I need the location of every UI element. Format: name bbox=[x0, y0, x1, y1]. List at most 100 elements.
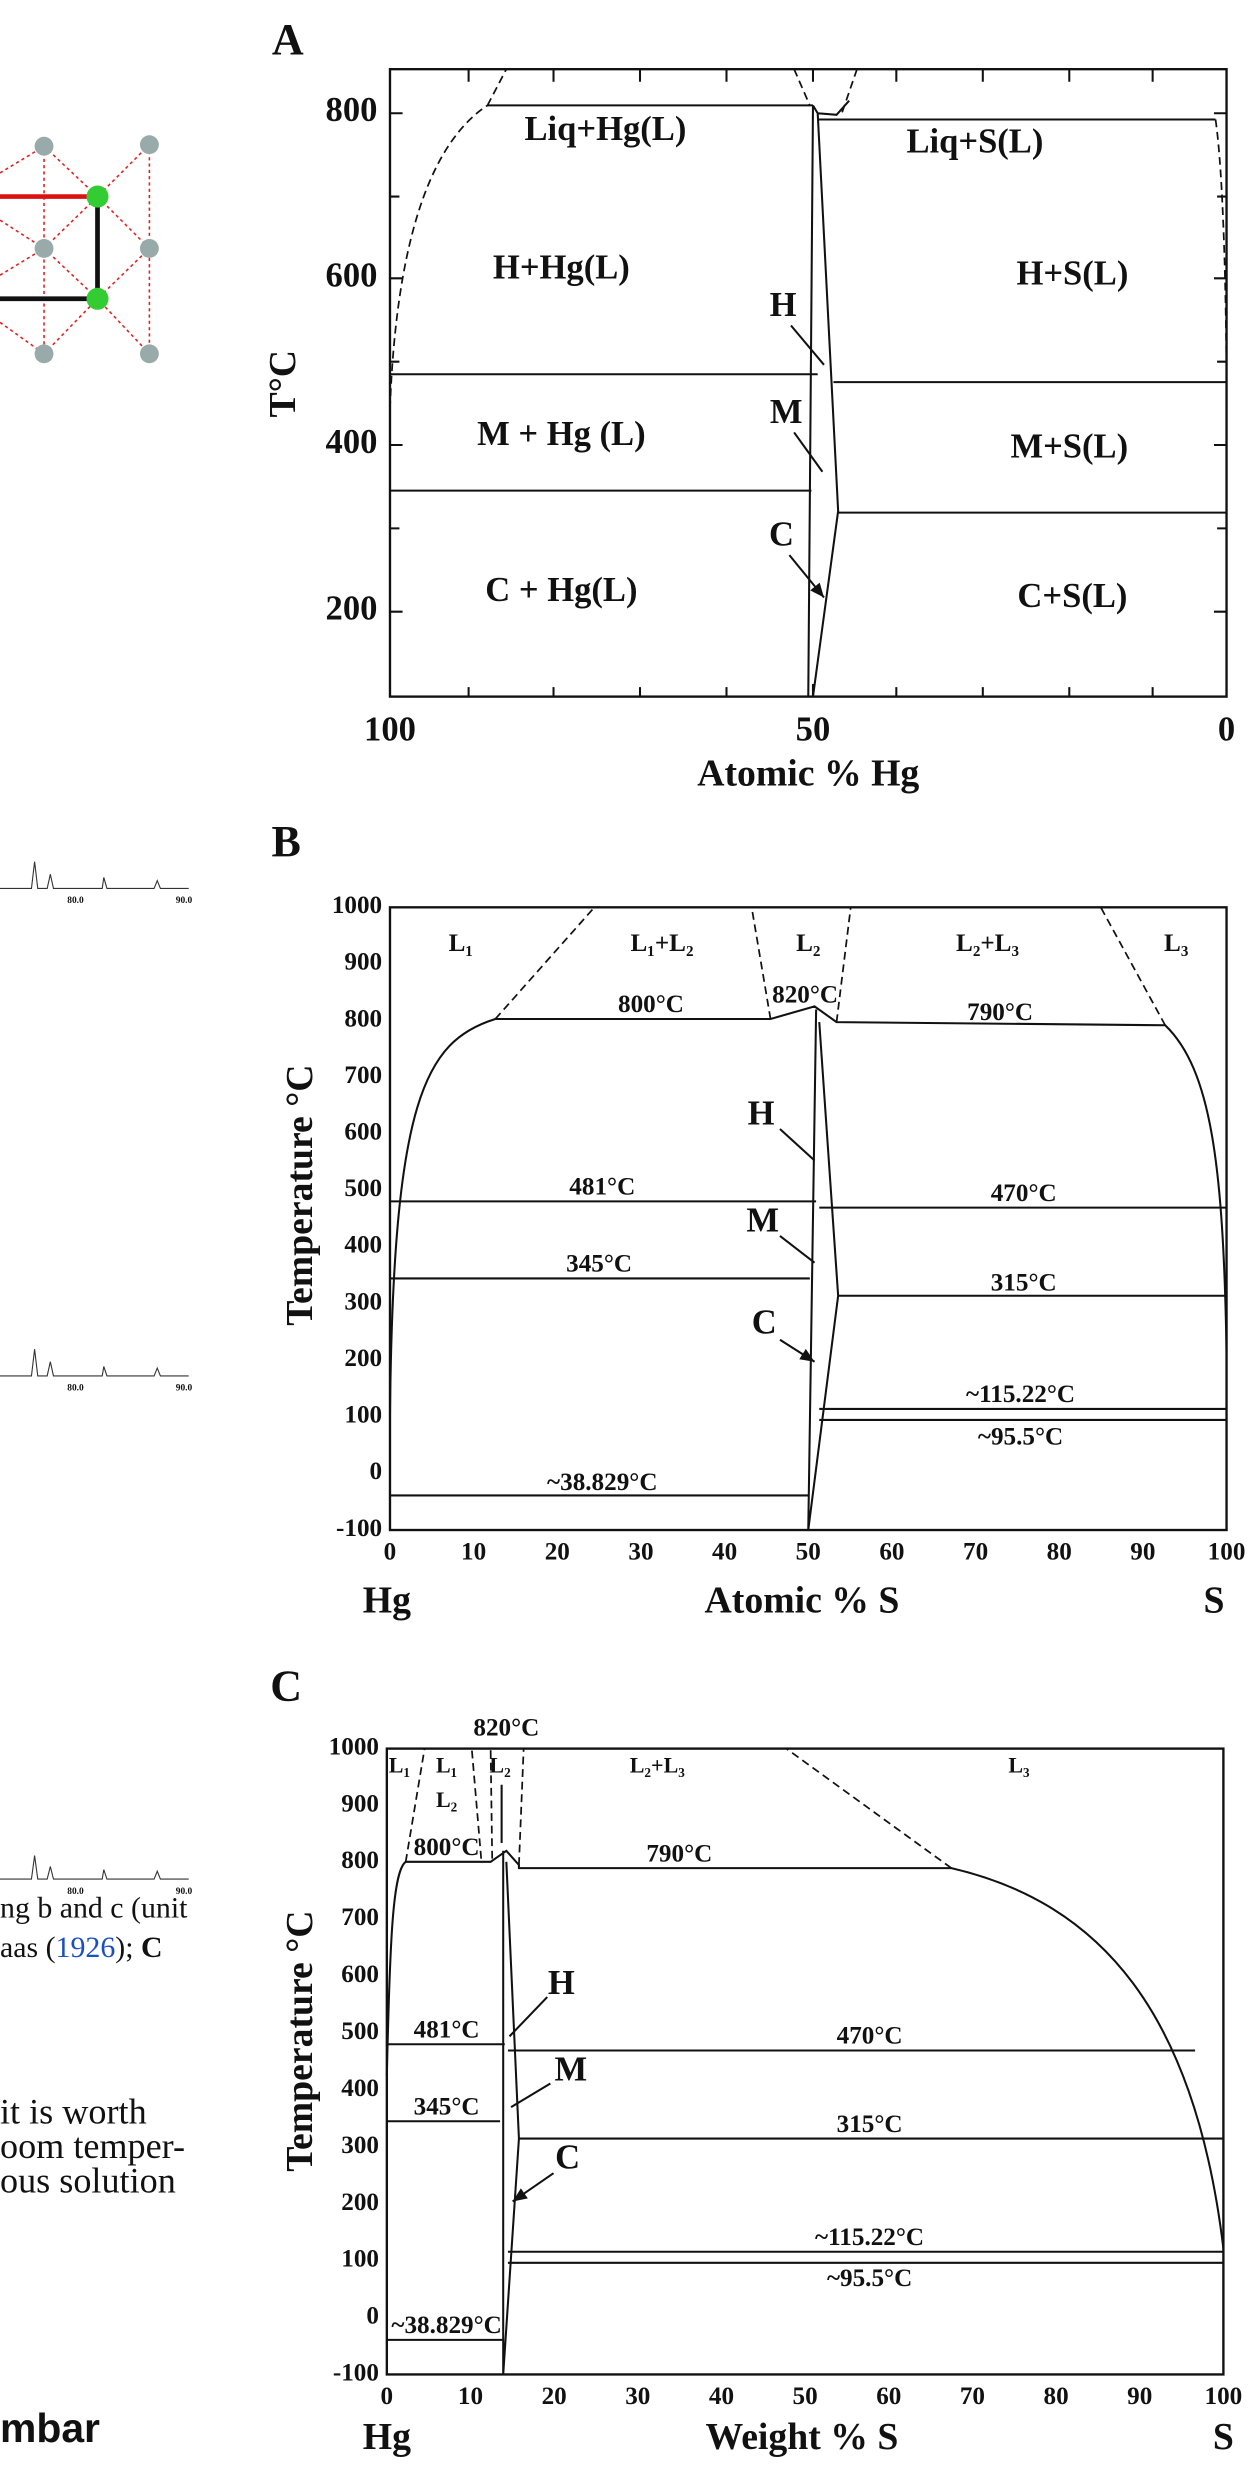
region-label: L₁+L₂ bbox=[631, 930, 694, 957]
y-tick-label: 600 bbox=[341, 1961, 379, 1988]
region-label: M+S(L) bbox=[1010, 428, 1128, 466]
x-tick-label: 70 bbox=[963, 1538, 988, 1565]
temperature-label: 820°C bbox=[772, 982, 838, 1009]
y-tick-label: 700 bbox=[341, 1904, 379, 1931]
x-tick-label: 10 bbox=[461, 1538, 486, 1565]
x-tick-label: 40 bbox=[709, 2383, 734, 2410]
spectra-fragments bbox=[0, 861, 189, 1880]
x-axis-label: Atomic % S bbox=[705, 1580, 900, 1622]
y-tick-label: 100 bbox=[344, 1402, 382, 1429]
temperature-label: 345°C bbox=[414, 2093, 480, 2120]
region-label: L₂ bbox=[489, 1753, 511, 1778]
y-tick-label: 900 bbox=[341, 1790, 379, 1817]
y-tick-label: 900 bbox=[344, 949, 382, 976]
x-tick-label: 30 bbox=[628, 1538, 653, 1565]
temperature-label: ~38.829°C bbox=[391, 2312, 501, 2339]
y-tick-label: -100 bbox=[333, 2360, 379, 2387]
phase-label: C bbox=[555, 2139, 580, 2177]
phase-label: C bbox=[752, 1304, 777, 1342]
y-axis-label: T°C bbox=[262, 350, 304, 417]
x-tick-label: 60 bbox=[876, 2383, 901, 2410]
phase-label: M bbox=[746, 1201, 779, 1239]
region-label: H+S(L) bbox=[1016, 255, 1128, 293]
y-tick-label: 800 bbox=[326, 91, 378, 129]
temperature-label: ~115.22°C bbox=[815, 2224, 924, 2251]
spectrum-tick-label: 80.0 bbox=[67, 1887, 84, 1897]
caption-text: ng b and c (unit bbox=[0, 1891, 188, 1924]
y-tick-label: 100 bbox=[341, 2246, 379, 2273]
x-tick-label: 20 bbox=[542, 2383, 567, 2410]
phase-label: H bbox=[548, 1964, 575, 2002]
temperature-label: 345°C bbox=[566, 1251, 632, 1278]
y-tick-label: 800 bbox=[344, 1005, 382, 1032]
section-heading: mbar bbox=[0, 2405, 100, 2451]
panel-label: A bbox=[272, 15, 304, 64]
x-axis-end-label: Hg bbox=[363, 1580, 411, 1622]
x-tick-label: 80 bbox=[1044, 2383, 1069, 2410]
y-tick-label: 400 bbox=[341, 2075, 379, 2102]
temperature-label: 481°C bbox=[414, 2016, 480, 2043]
spectrum-tick-label: 90.0 bbox=[176, 1887, 193, 1897]
region-label: L₃ bbox=[1008, 1753, 1030, 1778]
phase-label: M bbox=[770, 393, 803, 431]
region-label: Liq+S(L) bbox=[906, 123, 1043, 161]
y-axis-label: Temperature °C bbox=[279, 1910, 321, 2171]
y-tick-label: 1000 bbox=[332, 892, 382, 919]
caption-text: aas (1926); C bbox=[0, 1931, 163, 1964]
y-tick-label: 500 bbox=[344, 1175, 382, 1202]
x-tick-label: 0 bbox=[1218, 711, 1235, 749]
temperature-label: 470°C bbox=[837, 2023, 903, 2050]
y-tick-label: 0 bbox=[370, 1458, 383, 1485]
region-label: L₁ bbox=[436, 1753, 457, 1778]
panel-a bbox=[388, 68, 1228, 698]
x-tick-label: 60 bbox=[879, 1538, 904, 1565]
temperature-label: 481°C bbox=[569, 1174, 635, 1201]
x-tick-label: 40 bbox=[712, 1538, 737, 1565]
x-tick-label: 90 bbox=[1130, 1538, 1155, 1565]
panel-b bbox=[388, 906, 1228, 1532]
temperature-label: 470°C bbox=[991, 1180, 1057, 1207]
temperature-label: 790°C bbox=[646, 1840, 712, 1867]
y-tick-label: 800 bbox=[341, 1847, 379, 1874]
y-tick-label: 300 bbox=[344, 1288, 382, 1315]
region-label: L₁ bbox=[389, 1753, 410, 1778]
spectrum-tick-label: 90.0 bbox=[176, 896, 193, 906]
region-label: Liq+Hg(L) bbox=[524, 110, 686, 148]
spectrum-tick-label: 90.0 bbox=[176, 1384, 193, 1394]
panel-label: B bbox=[272, 817, 301, 866]
x-axis-label: Weight % S bbox=[706, 2416, 899, 2458]
region-label: C+S(L) bbox=[1017, 577, 1127, 615]
y-tick-label: -100 bbox=[336, 1515, 382, 1542]
y-axis-label: Temperature °C bbox=[279, 1064, 321, 1325]
temperature-label: 820°C bbox=[473, 1714, 539, 1741]
phase-label: H bbox=[748, 1094, 775, 1132]
temperature-label: 315°C bbox=[991, 1269, 1057, 1296]
panel-label: C bbox=[270, 1662, 302, 1711]
x-tick-label: 0 bbox=[384, 1538, 397, 1565]
x-axis-end-label: S bbox=[1213, 2416, 1234, 2458]
y-tick-label: 400 bbox=[344, 1232, 382, 1259]
region-label: L₂+L₃ bbox=[630, 1753, 685, 1778]
x-tick-label: 90 bbox=[1127, 2383, 1152, 2410]
phase-label: C bbox=[769, 516, 794, 554]
panel-c bbox=[385, 1747, 1225, 2376]
phase-label: H bbox=[770, 286, 797, 324]
crystal-structure bbox=[0, 135, 159, 364]
y-tick-label: 0 bbox=[366, 2303, 379, 2330]
x-tick-label: 30 bbox=[625, 2383, 650, 2410]
temperature-label: 315°C bbox=[837, 2111, 903, 2138]
x-tick-label: 50 bbox=[796, 711, 831, 749]
region-label: L₂+L₃ bbox=[956, 930, 1019, 957]
region-label: L₃ bbox=[1164, 930, 1188, 957]
y-tick-label: 200 bbox=[341, 2189, 379, 2216]
region-label: L₂ bbox=[796, 930, 820, 957]
y-tick-label: 700 bbox=[344, 1062, 382, 1089]
paragraph-text: it is worth bbox=[0, 2091, 147, 2131]
x-tick-label: 100 bbox=[1208, 1538, 1246, 1565]
x-tick-label: 70 bbox=[960, 2383, 985, 2410]
y-tick-label: 1000 bbox=[329, 1733, 379, 1760]
temperature-label: 800°C bbox=[618, 991, 684, 1018]
x-tick-label: 20 bbox=[545, 1538, 570, 1565]
